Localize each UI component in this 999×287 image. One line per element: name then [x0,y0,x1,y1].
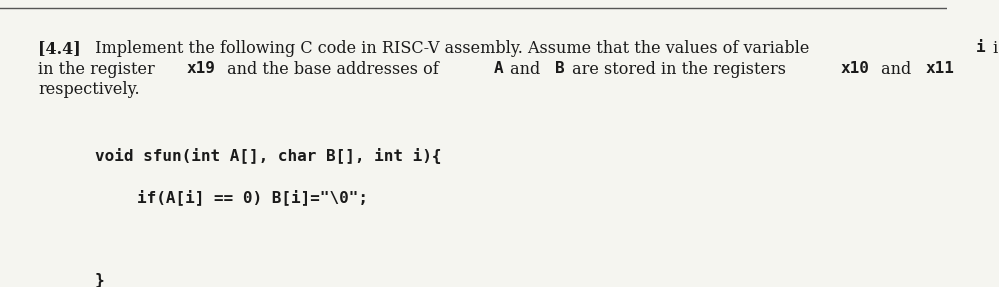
Text: x10: x10 [840,61,869,75]
Text: in the register: in the register [38,61,160,77]
Text: and: and [876,61,916,77]
Text: Implement the following C code in RISC-V assembly. Assume that the values of var: Implement the following C code in RISC-V… [90,40,814,57]
Text: are stored in the registers: are stored in the registers [566,61,790,77]
Text: B: B [554,61,564,75]
Text: respectively.: respectively. [38,81,140,98]
Text: x11: x11 [925,61,954,75]
Text: is: is [988,40,999,57]
Text: and the base addresses of: and the base addresses of [222,61,445,77]
Text: x19: x19 [187,61,216,75]
Text: A: A [494,61,503,75]
Text: i: i [976,40,986,55]
Text: and: and [505,61,545,77]
Text: if(A[i] == 0) B[i]="\0";: if(A[i] == 0) B[i]="\0"; [137,189,369,205]
Text: }: } [95,273,104,287]
Text: void sfun(int A[], char B[], int i){: void sfun(int A[], char B[], int i){ [95,148,442,164]
Text: [4.4]: [4.4] [38,40,81,57]
